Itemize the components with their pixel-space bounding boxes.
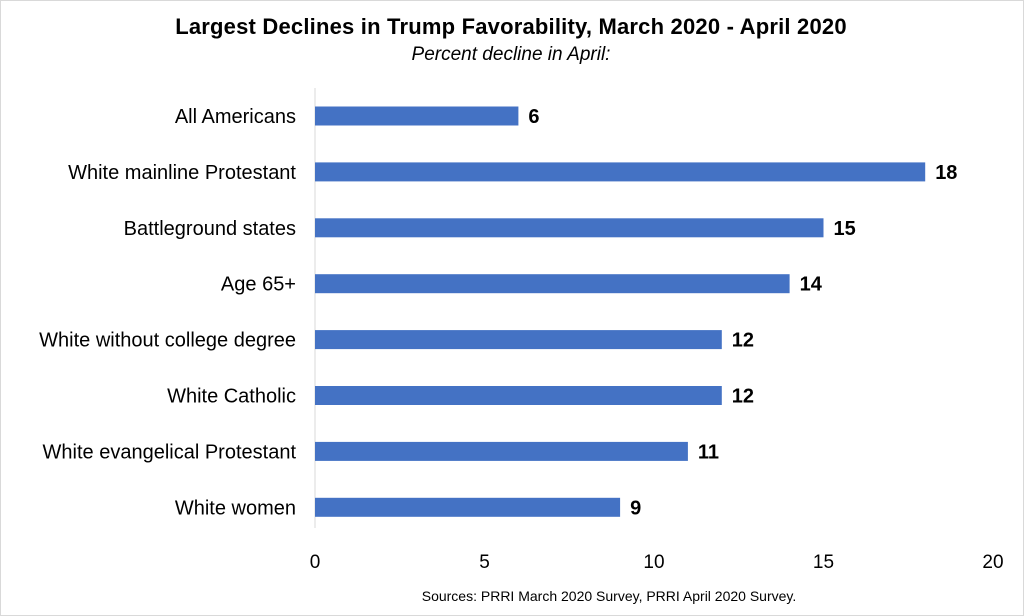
data-label: 11 xyxy=(698,441,719,463)
category-label: All Americans xyxy=(175,106,296,128)
data-label: 12 xyxy=(732,330,754,352)
bar xyxy=(315,497,621,517)
category-label: White women xyxy=(175,497,296,519)
bar xyxy=(315,330,722,350)
source-note: Sources: PRRI March 2020 Survey, PRRI Ap… xyxy=(421,588,797,604)
category-label: Age 65+ xyxy=(221,274,296,296)
category-label: Battleground states xyxy=(124,218,296,240)
category-label: White without college degree xyxy=(39,330,296,352)
bar xyxy=(315,441,688,461)
x-tick-label: 0 xyxy=(310,552,321,573)
category-label: White Catholic xyxy=(167,386,296,408)
category-label: White mainline Protestant xyxy=(68,162,296,184)
bar xyxy=(315,106,519,126)
x-tick-label: 15 xyxy=(813,552,834,573)
bar xyxy=(315,386,722,405)
data-label: 6 xyxy=(528,106,539,128)
data-label: 15 xyxy=(834,218,856,240)
data-label: 18 xyxy=(935,162,957,184)
category-label: White evangelical Protestant xyxy=(43,441,297,463)
chart-subtitle: Percent decline in April: xyxy=(411,44,611,65)
x-tick-label: 5 xyxy=(479,552,490,573)
x-tick-label: 20 xyxy=(982,552,1003,573)
data-label: 9 xyxy=(630,497,641,519)
x-tick-label: 10 xyxy=(643,552,664,573)
chart-title: Largest Declines in Trump Favorability, … xyxy=(175,14,847,39)
bar xyxy=(315,274,790,294)
bar xyxy=(315,162,926,182)
data-label: 12 xyxy=(732,386,754,408)
bar xyxy=(315,218,824,238)
data-label: 14 xyxy=(800,274,823,296)
